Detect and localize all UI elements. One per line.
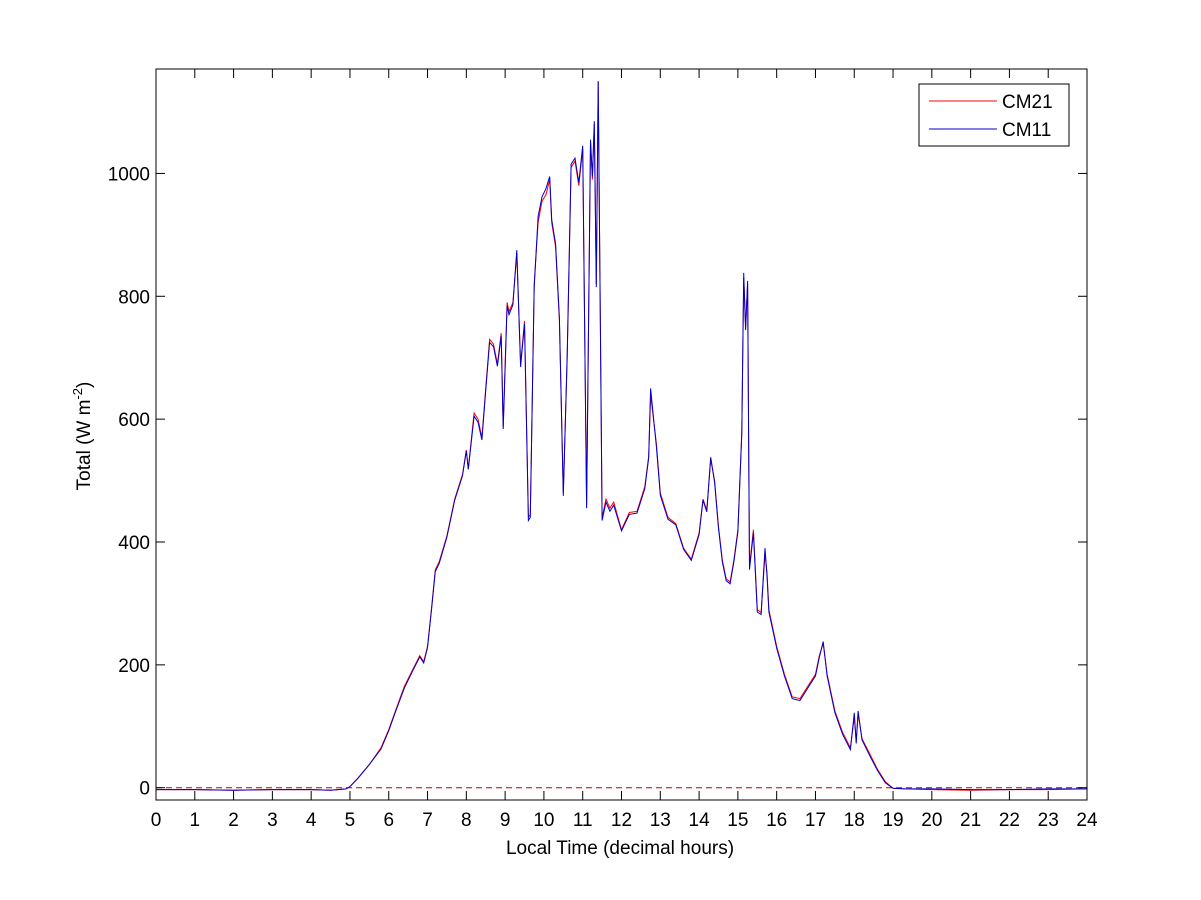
series-line-cm11 — [156, 81, 1087, 791]
x-tick-label: 2 — [228, 810, 239, 831]
y-tick-label: 400 — [118, 533, 150, 554]
y-axis-label-main: Total (W m — [74, 400, 95, 491]
legend-label-cm21: CM21 — [1002, 92, 1053, 113]
x-tick-label: 1 — [190, 810, 201, 831]
x-tick-label: 9 — [500, 810, 511, 831]
y-axis-label-close: ) — [74, 382, 95, 388]
x-tick-label: 4 — [306, 810, 317, 831]
x-tick-label: 5 — [345, 810, 356, 831]
legend-box — [918, 83, 1070, 147]
y-tick-label: 600 — [118, 410, 150, 431]
x-tick-label: 8 — [461, 810, 472, 831]
x-tick-label: 24 — [1076, 810, 1098, 831]
x-tick-label: 13 — [650, 810, 671, 831]
x-tick-label: 12 — [611, 810, 632, 831]
x-tick-label: 0 — [151, 810, 162, 831]
x-tick-label: 16 — [766, 810, 787, 831]
y-tick-label: 0 — [139, 779, 150, 800]
y-tick-label: 1000 — [108, 164, 150, 185]
x-axis-label: Local Time (decimal hours) — [506, 838, 734, 859]
x-tick-label: 23 — [1038, 810, 1059, 831]
x-tick-label: 20 — [921, 810, 942, 831]
x-tick-label: 7 — [422, 810, 433, 831]
legend: CM21 CM11 — [918, 83, 1070, 147]
y-axis-label-exponent: -2 — [70, 388, 85, 400]
x-tick-label: 19 — [882, 810, 903, 831]
legend-label-cm11: CM11 — [1002, 120, 1051, 141]
y-tick-label: 800 — [118, 287, 150, 308]
y-axis-ticks: 0 200 400 600 800 1000 — [108, 164, 1087, 800]
series-group — [156, 81, 1088, 791]
x-tick-label: 3 — [267, 810, 278, 831]
x-tick-label: 6 — [383, 810, 394, 831]
x-tick-label: 21 — [960, 810, 981, 831]
x-tick-label: 22 — [999, 810, 1020, 831]
y-tick-label: 200 — [118, 656, 150, 677]
x-tick-label: 17 — [805, 810, 826, 831]
x-tick-label: 18 — [844, 810, 865, 831]
x-tick-label: 11 — [573, 810, 593, 831]
x-tick-label: 14 — [689, 810, 711, 831]
x-tick-label: 15 — [727, 810, 748, 831]
y-axis-label: Total (W m-2) — [70, 382, 95, 491]
x-axis-ticks: 0 1 2 3 4 5 6 7 8 9 10 11 12 13 14 15 16 17 18 19 20 21 22 23 24 — [151, 69, 1098, 831]
x-tick-label: 10 — [533, 810, 554, 831]
